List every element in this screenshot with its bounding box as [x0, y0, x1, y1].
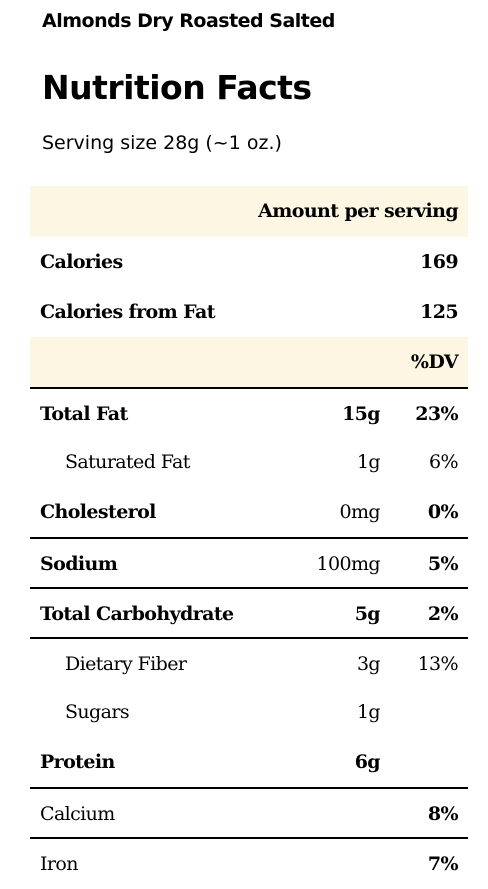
serving-size: Serving size 28g (~1 oz.): [42, 132, 282, 154]
nutrient-label: Dietary Fiber: [65, 653, 187, 675]
amount-per-serving-label: Amount per serving: [258, 200, 458, 222]
page-title: Nutrition Facts: [42, 68, 312, 107]
calories-value: 169: [420, 251, 458, 273]
calories-label: Calories: [40, 251, 123, 273]
nutrient-row-calcium: Calcium 8%: [30, 787, 468, 837]
nutrient-label: Sodium: [40, 553, 118, 575]
nutrition-table: Amount per serving Calories 169 Calories…: [30, 186, 468, 887]
calories-from-fat-row: Calories from Fat 125: [30, 287, 468, 337]
nutrient-label: Saturated Fat: [65, 451, 190, 473]
nutrient-row-dietary-fiber: Dietary Fiber 3g 13%: [30, 637, 468, 687]
nutrient-label: Total Fat: [40, 403, 128, 425]
nutrient-dv: 23%: [415, 403, 458, 425]
nutrient-dv: 7%: [427, 853, 459, 875]
nutrient-label: Cholesterol: [40, 501, 156, 523]
nutrient-amount: 1g: [356, 451, 381, 473]
nutrient-label: Iron: [40, 853, 78, 875]
nutrient-row-total-carbohydrate: Total Carbohydrate 5g 2%: [30, 587, 468, 637]
nutrient-label: Calcium: [40, 803, 115, 825]
nutrient-amount: 0mg: [339, 501, 381, 523]
calories-from-fat-value: 125: [420, 301, 458, 323]
nutrient-amount: 1g: [356, 701, 381, 723]
nutrient-row-sodium: Sodium 100mg 5%: [30, 537, 468, 587]
nutrient-amount: 3g: [356, 653, 381, 675]
nutrient-dv: 6%: [429, 451, 459, 473]
nutrient-dv: 2%: [427, 603, 459, 625]
amount-per-serving-header: Amount per serving: [30, 186, 468, 237]
nutrient-label: Protein: [40, 751, 115, 773]
nutrient-label: Sugars: [65, 701, 130, 723]
nutrient-row-saturated-fat: Saturated Fat 1g 6%: [30, 437, 468, 487]
nutrient-dv: 0%: [427, 501, 459, 523]
nutrient-row-protein: Protein 6g: [30, 737, 468, 787]
nutrient-dv: 8%: [427, 803, 459, 825]
dv-header-label: %DV: [410, 351, 459, 373]
dv-header: %DV: [30, 337, 468, 387]
nutrient-amount: 5g: [354, 603, 381, 625]
nutrient-dv: 5%: [427, 553, 459, 575]
nutrient-row-cholesterol: Cholesterol 0mg 0%: [30, 487, 468, 537]
nutrient-amount: 100mg: [316, 553, 381, 575]
nutrient-label: Total Carbohydrate: [40, 603, 234, 625]
product-name: Almonds Dry Roasted Salted: [42, 10, 335, 32]
nutrient-row-iron: Iron 7%: [30, 837, 468, 887]
nutrient-row-sugars: Sugars 1g: [30, 687, 468, 737]
nutrient-amount: 15g: [342, 403, 381, 425]
calories-row: Calories 169: [30, 237, 468, 287]
nutrient-row-total-fat: Total Fat 15g 23%: [30, 387, 468, 437]
calories-from-fat-label: Calories from Fat: [40, 301, 215, 323]
nutrient-amount: 6g: [354, 751, 381, 773]
nutrient-dv: 13%: [417, 653, 459, 675]
